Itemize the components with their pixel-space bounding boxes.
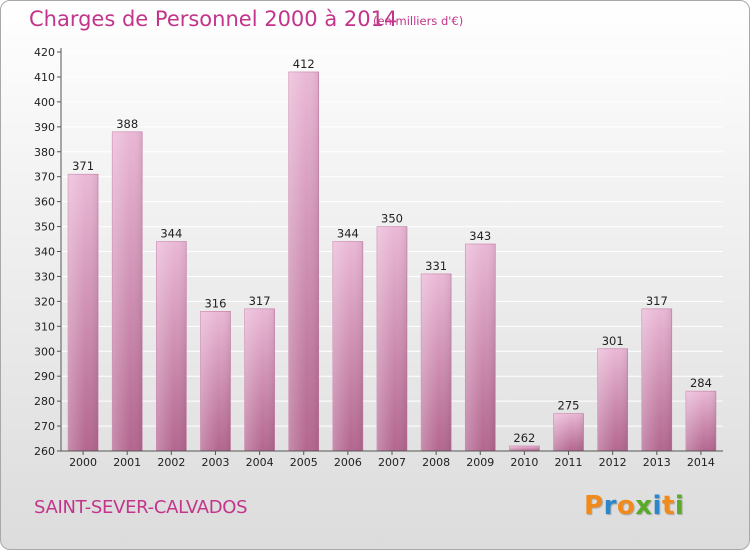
- bar-value-label: 412: [293, 57, 315, 71]
- bar-value-label: 301: [602, 334, 624, 348]
- bar-shade: [509, 446, 540, 451]
- bar-shade: [553, 413, 584, 451]
- logo-letter: r: [603, 491, 617, 521]
- chart-unit: (en milliers d'€): [373, 14, 464, 28]
- y-tick-label: 400: [34, 96, 55, 109]
- x-tick-label: 2013: [643, 456, 671, 469]
- x-tick-label: 2012: [599, 456, 627, 469]
- x-tick-label: 2002: [157, 456, 185, 469]
- bar-shade: [244, 308, 275, 451]
- bar-series: 371 388 344 316 317 412 344 350 331 343 262 275 301 3…: [67, 57, 717, 452]
- logo-letter: i: [674, 491, 685, 521]
- y-tick-label: 290: [34, 370, 55, 383]
- bar-shade: [156, 241, 187, 451]
- bar-shade: [68, 174, 99, 451]
- bar-shade: [112, 131, 143, 452]
- x-tick-label: 2008: [422, 456, 450, 469]
- x-tick-label: 2004: [246, 456, 274, 469]
- bar-value-label: 275: [558, 399, 580, 413]
- bar-shade: [288, 71, 319, 451]
- y-tick-label: 370: [34, 171, 55, 184]
- x-tick-label: 2007: [378, 456, 406, 469]
- bar-value-label: 371: [72, 159, 94, 173]
- x-tick-label: 2006: [334, 456, 362, 469]
- y-tick-label: 330: [34, 270, 55, 283]
- logo-letter: x: [635, 491, 653, 521]
- x-tick-label: 2014: [687, 456, 715, 469]
- y-tick-label: 390: [34, 121, 55, 134]
- bar-value-label: 317: [646, 294, 668, 308]
- y-tick-label: 260: [34, 445, 55, 458]
- y-axis-ticks: 260 270 280 290 300 310 320 330 340 350 360 370 380 3…: [34, 46, 61, 458]
- bar-value-label: 284: [690, 376, 712, 390]
- bar-shade: [200, 311, 231, 451]
- bar-value-label: 344: [337, 227, 359, 241]
- logo-letter: t: [661, 491, 675, 521]
- y-tick-label: 280: [34, 395, 55, 408]
- bar-value-label: 316: [204, 296, 226, 310]
- chart-title: Charges de Personnel 2000 à 2014: [29, 7, 398, 31]
- y-tick-label: 380: [34, 146, 55, 159]
- x-tick-label: 2011: [555, 456, 583, 469]
- bar-value-label: 350: [381, 212, 403, 226]
- x-tick-label: 2000: [69, 456, 97, 469]
- x-tick-label: 2010: [510, 456, 538, 469]
- bar-shade: [332, 241, 363, 451]
- bar-value-label: 388: [116, 117, 138, 131]
- bar-value-label: 317: [249, 294, 271, 308]
- bar-shade: [641, 308, 672, 451]
- bar-shade: [685, 391, 716, 451]
- x-tick-label: 2003: [201, 456, 229, 469]
- y-tick-label: 360: [34, 196, 55, 209]
- proxiti-logo[interactable]: Proxiti: [584, 491, 684, 521]
- x-tick-label: 2009: [466, 456, 494, 469]
- bar-shade: [597, 348, 628, 451]
- bar-value-label: 262: [513, 431, 535, 445]
- y-tick-label: 270: [34, 420, 55, 433]
- bar-value-label: 331: [425, 259, 447, 273]
- bar-shade: [465, 244, 496, 451]
- y-tick-label: 420: [34, 46, 55, 59]
- bar-shade: [421, 273, 452, 451]
- y-tick-label: 350: [34, 221, 55, 234]
- bar-value-label: 343: [469, 229, 491, 243]
- y-tick-label: 310: [34, 320, 55, 333]
- logo-letter: i: [652, 491, 662, 521]
- x-tick-label: 2005: [290, 456, 318, 469]
- y-tick-label: 340: [34, 246, 55, 259]
- y-tick-label: 300: [34, 345, 55, 358]
- y-tick-label: 410: [34, 71, 55, 84]
- y-tick-label: 320: [34, 295, 55, 308]
- logo-letter: P: [584, 491, 604, 521]
- axes: [60, 48, 723, 452]
- city-name: SAINT-SEVER-CALVADOS: [34, 497, 248, 518]
- x-tick-label: 2001: [113, 456, 141, 469]
- logo-letter: o: [616, 491, 636, 521]
- bar-value-label: 344: [160, 227, 182, 241]
- bar-shade: [377, 226, 407, 451]
- x-axis-ticks: 2000 2001 2002 2003 2004 2005 2006 2007 2008 2009…: [69, 451, 715, 469]
